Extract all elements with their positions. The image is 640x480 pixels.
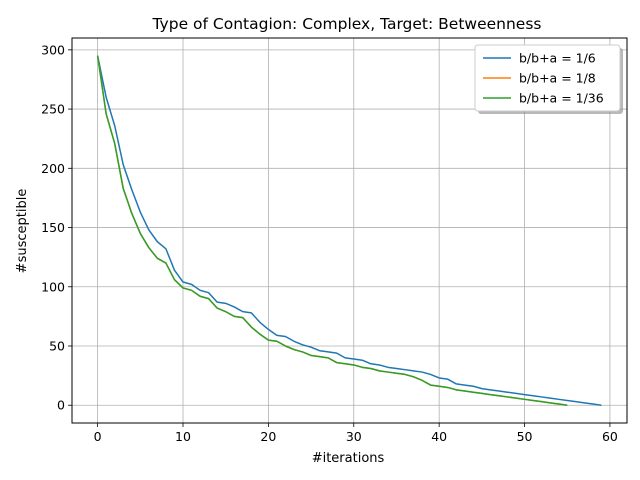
x-tick-label: 40 — [431, 429, 447, 444]
y-tick-label: 150 — [41, 220, 65, 235]
y-axis-label: #susceptible — [15, 189, 30, 274]
x-tick-label: 50 — [517, 429, 533, 444]
legend: b/b+a = 1/6 b/b+a = 1/8 b/b+a = 1/36 — [474, 44, 623, 114]
y-tick-label: 300 — [41, 42, 65, 57]
x-axis-label: #iterations — [312, 451, 385, 466]
y-axis: 0 50 100 150 200 250 300 — [41, 42, 72, 413]
y-tick-label: 100 — [41, 279, 65, 294]
y-tick-label: 250 — [41, 102, 65, 117]
x-tick-label: 0 — [94, 429, 102, 444]
legend-label-1: b/b+a = 1/6 — [519, 51, 596, 66]
x-axis: 0 10 20 30 40 50 60 — [94, 423, 618, 444]
plot-area — [96, 55, 602, 406]
x-tick-label: 30 — [346, 429, 362, 444]
series-line-1 — [96, 55, 602, 406]
legend-label-3: b/b+a = 1/36 — [519, 91, 604, 106]
x-tick-label: 10 — [175, 429, 191, 444]
chart-title: Type of Contagion: Complex, Target: Betw… — [152, 15, 542, 33]
y-tick-label: 0 — [57, 398, 65, 413]
y-tick-label: 50 — [49, 339, 65, 354]
x-tick-label: 20 — [260, 429, 276, 444]
series-line-3 — [96, 55, 568, 406]
grid — [72, 38, 627, 423]
plot-frame — [71, 37, 628, 424]
legend-label-2: b/b+a = 1/8 — [519, 71, 596, 86]
legend-box — [474, 44, 621, 112]
y-tick-label: 200 — [41, 161, 65, 176]
x-tick-label: 60 — [602, 429, 618, 444]
